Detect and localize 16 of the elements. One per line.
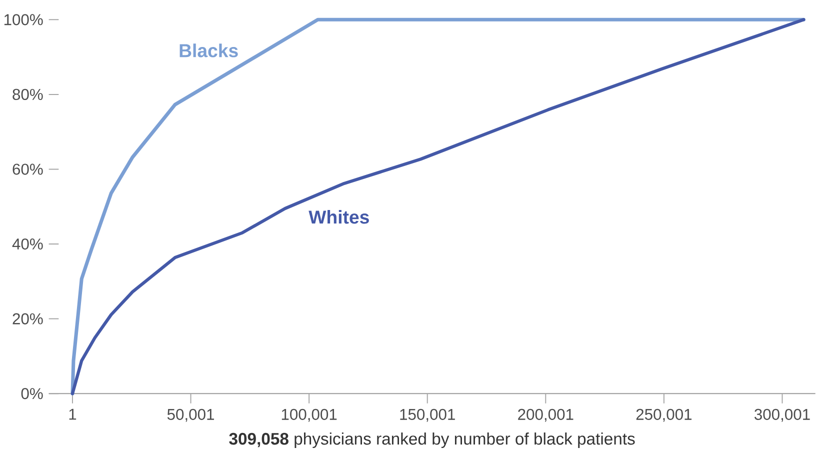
x-tick-label: 250,001 — [636, 408, 692, 422]
y-tick-label: 20% — [12, 313, 43, 324]
y-tick-label: 80% — [12, 88, 43, 100]
y-tick-label: 0% — [21, 388, 43, 399]
x-tick-label: 100,001 — [282, 408, 337, 422]
x-tick-label: 50,001 — [167, 408, 214, 422]
series-label: Whites — [308, 210, 369, 224]
x-tick-label: 200,001 — [518, 408, 574, 422]
x-axis-title: 309,058 physicians ranked by number of black patients — [229, 432, 635, 448]
y-tick-label: 100% — [4, 14, 43, 25]
series-label: Blacks — [180, 43, 238, 58]
x-tick-label: 1 — [69, 408, 76, 420]
x-tick-label: 300,001 — [754, 408, 810, 422]
y-tick-label: 40% — [12, 238, 43, 250]
y-tick-label: 60% — [12, 163, 43, 175]
x-tick-label: 150,001 — [400, 408, 455, 422]
